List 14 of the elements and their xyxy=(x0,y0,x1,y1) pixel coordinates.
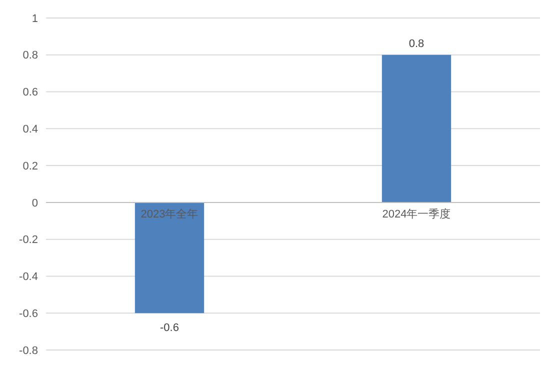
y-tick-label: -0.6 xyxy=(19,308,38,320)
y-tick-label: -0.8 xyxy=(19,344,38,357)
y-tick-label: 0.2 xyxy=(22,160,38,172)
data-label: -0.6 xyxy=(160,322,179,334)
y-tick-label: -0.2 xyxy=(19,234,38,246)
y-tick-label: -0.4 xyxy=(19,271,38,284)
y-tick-label: 0.6 xyxy=(22,86,38,99)
x-tick-label: 2024年一季度 xyxy=(382,207,451,220)
y-tick-label: 1 xyxy=(32,12,38,25)
y-tick-label: 0.4 xyxy=(22,124,38,136)
y-tick-label: 0 xyxy=(32,197,38,210)
x-tick-label: 2023年全年 xyxy=(140,208,198,220)
data-label: 0.8 xyxy=(408,38,424,50)
y-tick-label: 0.8 xyxy=(22,50,38,62)
